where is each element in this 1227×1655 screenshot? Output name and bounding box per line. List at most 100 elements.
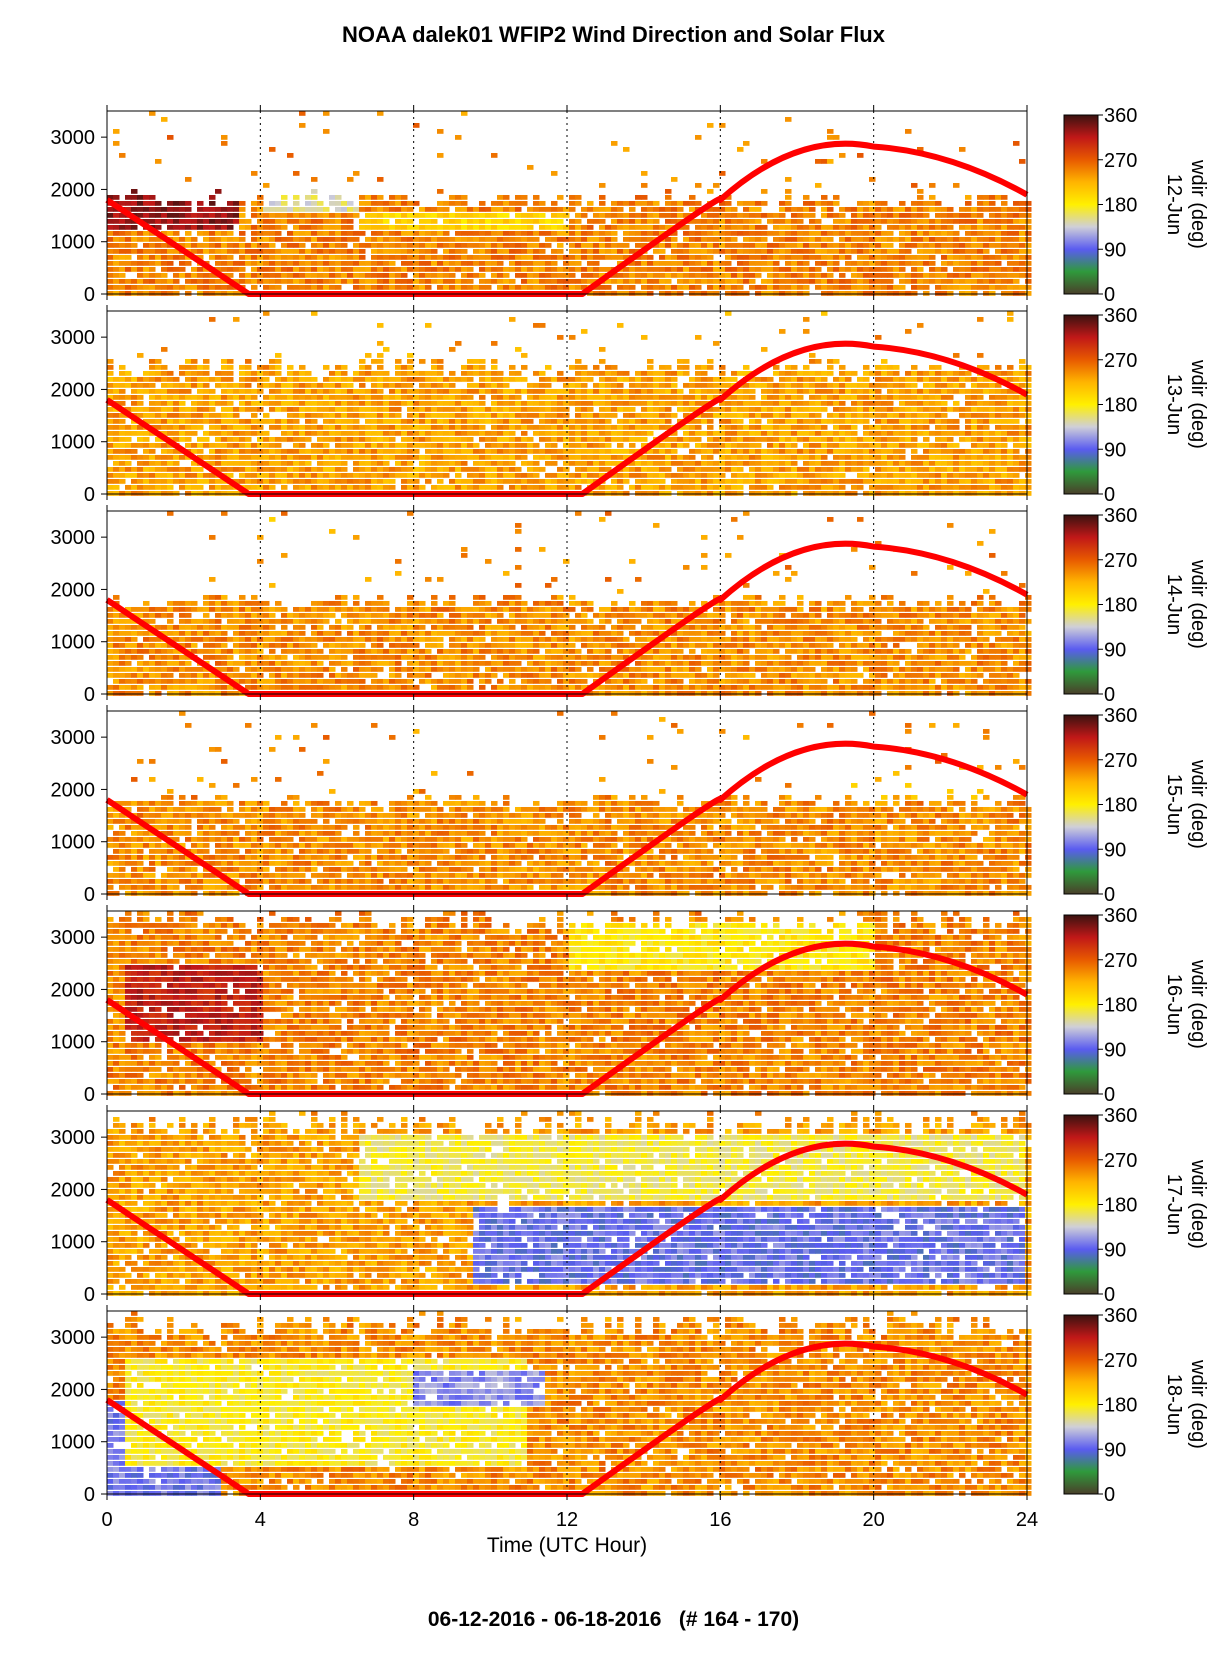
colorbar-tick-label: 360: [1104, 1105, 1137, 1127]
chart-title: NOAA dalek01 WFIP2 Wind Direction and So…: [0, 22, 1227, 48]
y-tick-label: 1000: [51, 1232, 96, 1254]
colorbar-tick-label: 360: [1104, 905, 1137, 927]
y-tick-label: 1000: [51, 232, 96, 254]
colorbar-tick-label: 180: [1104, 595, 1137, 617]
y-tick-label: 2000: [51, 579, 96, 601]
panel-13-jun: 0 1000 2000 3000 0 90 180 270 360 wdir (deg)13-Ju…: [51, 305, 1209, 506]
colorbar-tick-label: 0: [1104, 1284, 1115, 1306]
colorbar: [1063, 514, 1099, 695]
panel-date-label: 18-Jun: [1163, 1374, 1185, 1435]
colorbar-tick-label: 270: [1104, 750, 1137, 772]
colorbar-tick-label: 0: [1104, 484, 1115, 506]
colorbar-tick-label: 270: [1104, 950, 1137, 972]
colorbar-tick-label: 180: [1104, 395, 1137, 417]
y-tick-label: 0: [84, 684, 95, 706]
solar-flux-line: [105, 1140, 1029, 1297]
panel-date-label: 15-Jun: [1163, 774, 1185, 835]
y-tick-label: 0: [84, 484, 95, 506]
solar-flux-line: [105, 740, 1029, 897]
colorbar-tick-label: 180: [1104, 995, 1137, 1017]
panel-16-jun: 0 1000 2000 3000 0 90 180 270 360 wdir (deg)16-Ju…: [51, 905, 1209, 1106]
colorbar-tick-label: 360: [1104, 505, 1137, 527]
x-tick-label: 8: [408, 1509, 419, 1531]
colorbar-tick-label: 0: [1104, 684, 1115, 706]
colorbar-label: wdir (deg): [1187, 1159, 1209, 1249]
panel-date-label: 17-Jun: [1163, 1174, 1185, 1235]
y-tick-label: 0: [84, 1484, 95, 1506]
colorbar-tick-label: 0: [1104, 284, 1115, 306]
colorbar: [1063, 1314, 1099, 1495]
y-tick-label: 3000: [51, 927, 96, 949]
colorbar-label: wdir (deg): [1187, 159, 1209, 249]
solar-flux-line: [105, 140, 1029, 297]
y-tick-label: 2000: [51, 379, 96, 401]
y-tick-label: 3000: [51, 727, 96, 749]
y-tick-label: 1000: [51, 832, 96, 854]
colorbar-label: wdir (deg): [1187, 959, 1209, 1049]
solar-flux-line: [105, 940, 1029, 1097]
colorbar-tick-label: 180: [1104, 1195, 1137, 1217]
panel-12-jun: 0 1000 2000 3000 0 90 180 270 360 wdir (deg)12-Ju…: [51, 105, 1209, 306]
y-tick-label: 3000: [51, 327, 96, 349]
y-tick-label: 2000: [51, 179, 96, 201]
x-tick-label: 4: [255, 1509, 266, 1531]
colorbar-tick-label: 180: [1104, 795, 1137, 817]
colorbar-tick-label: 360: [1104, 705, 1137, 727]
y-tick-label: 2000: [51, 979, 96, 1001]
colorbar: [1063, 1114, 1099, 1295]
colorbar-label: wdir (deg): [1187, 359, 1209, 449]
date-range-footer: 06-12-2016 - 06-18-2016 (# 164 - 170): [0, 1608, 1227, 1632]
heatmap-cells: [107, 1311, 1032, 1496]
colorbar-tick-label: 90: [1104, 1439, 1126, 1461]
panel-15-jun: 0 1000 2000 3000 0 90 180 270 360 wdir (deg)15-Ju…: [51, 705, 1209, 906]
y-tick-label: 3000: [51, 127, 96, 149]
panel-14-jun: 0 1000 2000 3000 0 90 180 270 360 wdir (deg)14-Ju…: [51, 505, 1209, 706]
solar-flux-line: [105, 540, 1029, 697]
x-tick-label: 0: [101, 1509, 112, 1531]
heatmap-cells: [107, 311, 1032, 496]
colorbar-tick-label: 270: [1104, 150, 1137, 172]
y-tick-label: 0: [84, 1084, 95, 1106]
colorbar-tick-label: 90: [1104, 839, 1126, 861]
y-tick-label: 2000: [51, 779, 96, 801]
heatmap-cells: [107, 511, 1032, 696]
colorbar-tick-label: 0: [1104, 1084, 1115, 1106]
colorbar-tick-label: 90: [1104, 1239, 1126, 1261]
colorbar: [1063, 914, 1099, 1095]
y-tick-label: 1000: [51, 632, 96, 654]
heatmap-cells: [107, 711, 1032, 896]
panel-date-label: 16-Jun: [1163, 974, 1185, 1035]
colorbar-tick-label: 90: [1104, 639, 1126, 661]
colorbar-label: wdir (deg): [1187, 759, 1209, 849]
y-tick-label: 2000: [51, 1379, 96, 1401]
x-tick-label: 20: [863, 1509, 885, 1531]
colorbar-tick-label: 0: [1104, 1484, 1115, 1506]
solar-flux-line: [105, 340, 1029, 497]
panel-date-label: 14-Jun: [1163, 574, 1185, 635]
colorbar-tick-label: 90: [1104, 1039, 1126, 1061]
heatmap-cells: [107, 1111, 1032, 1296]
x-tick-label: 16: [709, 1509, 731, 1531]
colorbar-tick-label: 270: [1104, 550, 1137, 572]
x-axis-label: Time (UTC Hour): [487, 1534, 647, 1557]
colorbar: [1063, 314, 1099, 495]
y-tick-label: 2000: [51, 1179, 96, 1201]
y-tick-label: 3000: [51, 1127, 96, 1149]
colorbar-tick-label: 270: [1104, 350, 1137, 372]
y-tick-label: 0: [84, 284, 95, 306]
y-tick-label: 3000: [51, 1327, 96, 1349]
colorbar-tick-label: 0: [1104, 884, 1115, 906]
heatmap-cells: [107, 911, 1032, 1096]
y-tick-label: 1000: [51, 1032, 96, 1054]
panel-17-jun: 0 1000 2000 3000 0 90 180 270 360 wdir (deg)17-Ju…: [51, 1105, 1209, 1306]
y-tick-label: 3000: [51, 527, 96, 549]
colorbar-tick-label: 270: [1104, 1350, 1137, 1372]
colorbar-tick-label: 90: [1104, 239, 1126, 261]
panel-18-jun: 0 1000 2000 3000 0 90 180 270 360 wdir (deg)18-Ju…: [51, 1305, 1209, 1506]
colorbar-tick-label: 360: [1104, 305, 1137, 327]
colorbar-label: wdir (deg): [1187, 559, 1209, 649]
colorbar-tick-label: 270: [1104, 1150, 1137, 1172]
heatmap-cells: [107, 111, 1032, 296]
panel-date-label: 13-Jun: [1163, 374, 1185, 435]
